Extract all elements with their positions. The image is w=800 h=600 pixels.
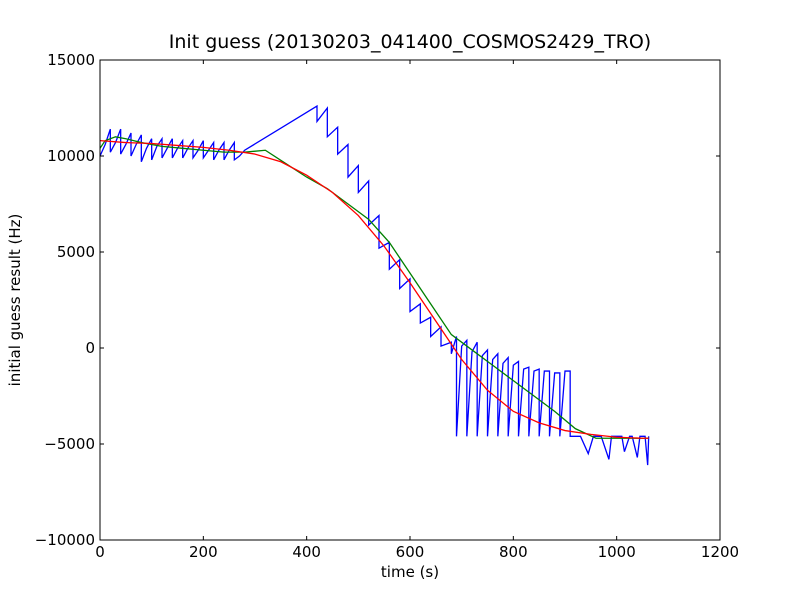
series-line-3: [99, 139, 649, 439]
x-tick-label: 400: [292, 543, 321, 561]
x-tick-label: 1200: [701, 543, 739, 561]
y-tick-label: 15000: [47, 51, 95, 69]
y-tick-label: −5000: [44, 435, 95, 453]
series-line-2: [99, 136, 649, 439]
x-tick-label: 600: [396, 543, 425, 561]
y-axis-label: initial guess result (Hz): [6, 214, 24, 387]
chart-title: Init guess (20130203_041400_COSMOS2429_T…: [169, 31, 651, 53]
series-layer: [99, 104, 650, 466]
y-tick-label: 5000: [57, 243, 95, 261]
x-tick-label: 1000: [598, 543, 636, 561]
x-axis: 0 200 400 600 800 1000 1200: [95, 60, 739, 561]
y-tick-label: 0: [85, 339, 95, 357]
series-line-1: [99, 104, 650, 466]
x-tick-label: 200: [189, 543, 218, 561]
y-axis: −10000 −5000 0 5000 10000 15000: [35, 51, 720, 549]
x-tick-label: 800: [499, 543, 528, 561]
y-tick-label: −10000: [35, 531, 95, 549]
x-axis-label: time (s): [381, 563, 439, 581]
x-tick-label: 0: [95, 543, 105, 561]
y-tick-label: 10000: [47, 147, 95, 165]
